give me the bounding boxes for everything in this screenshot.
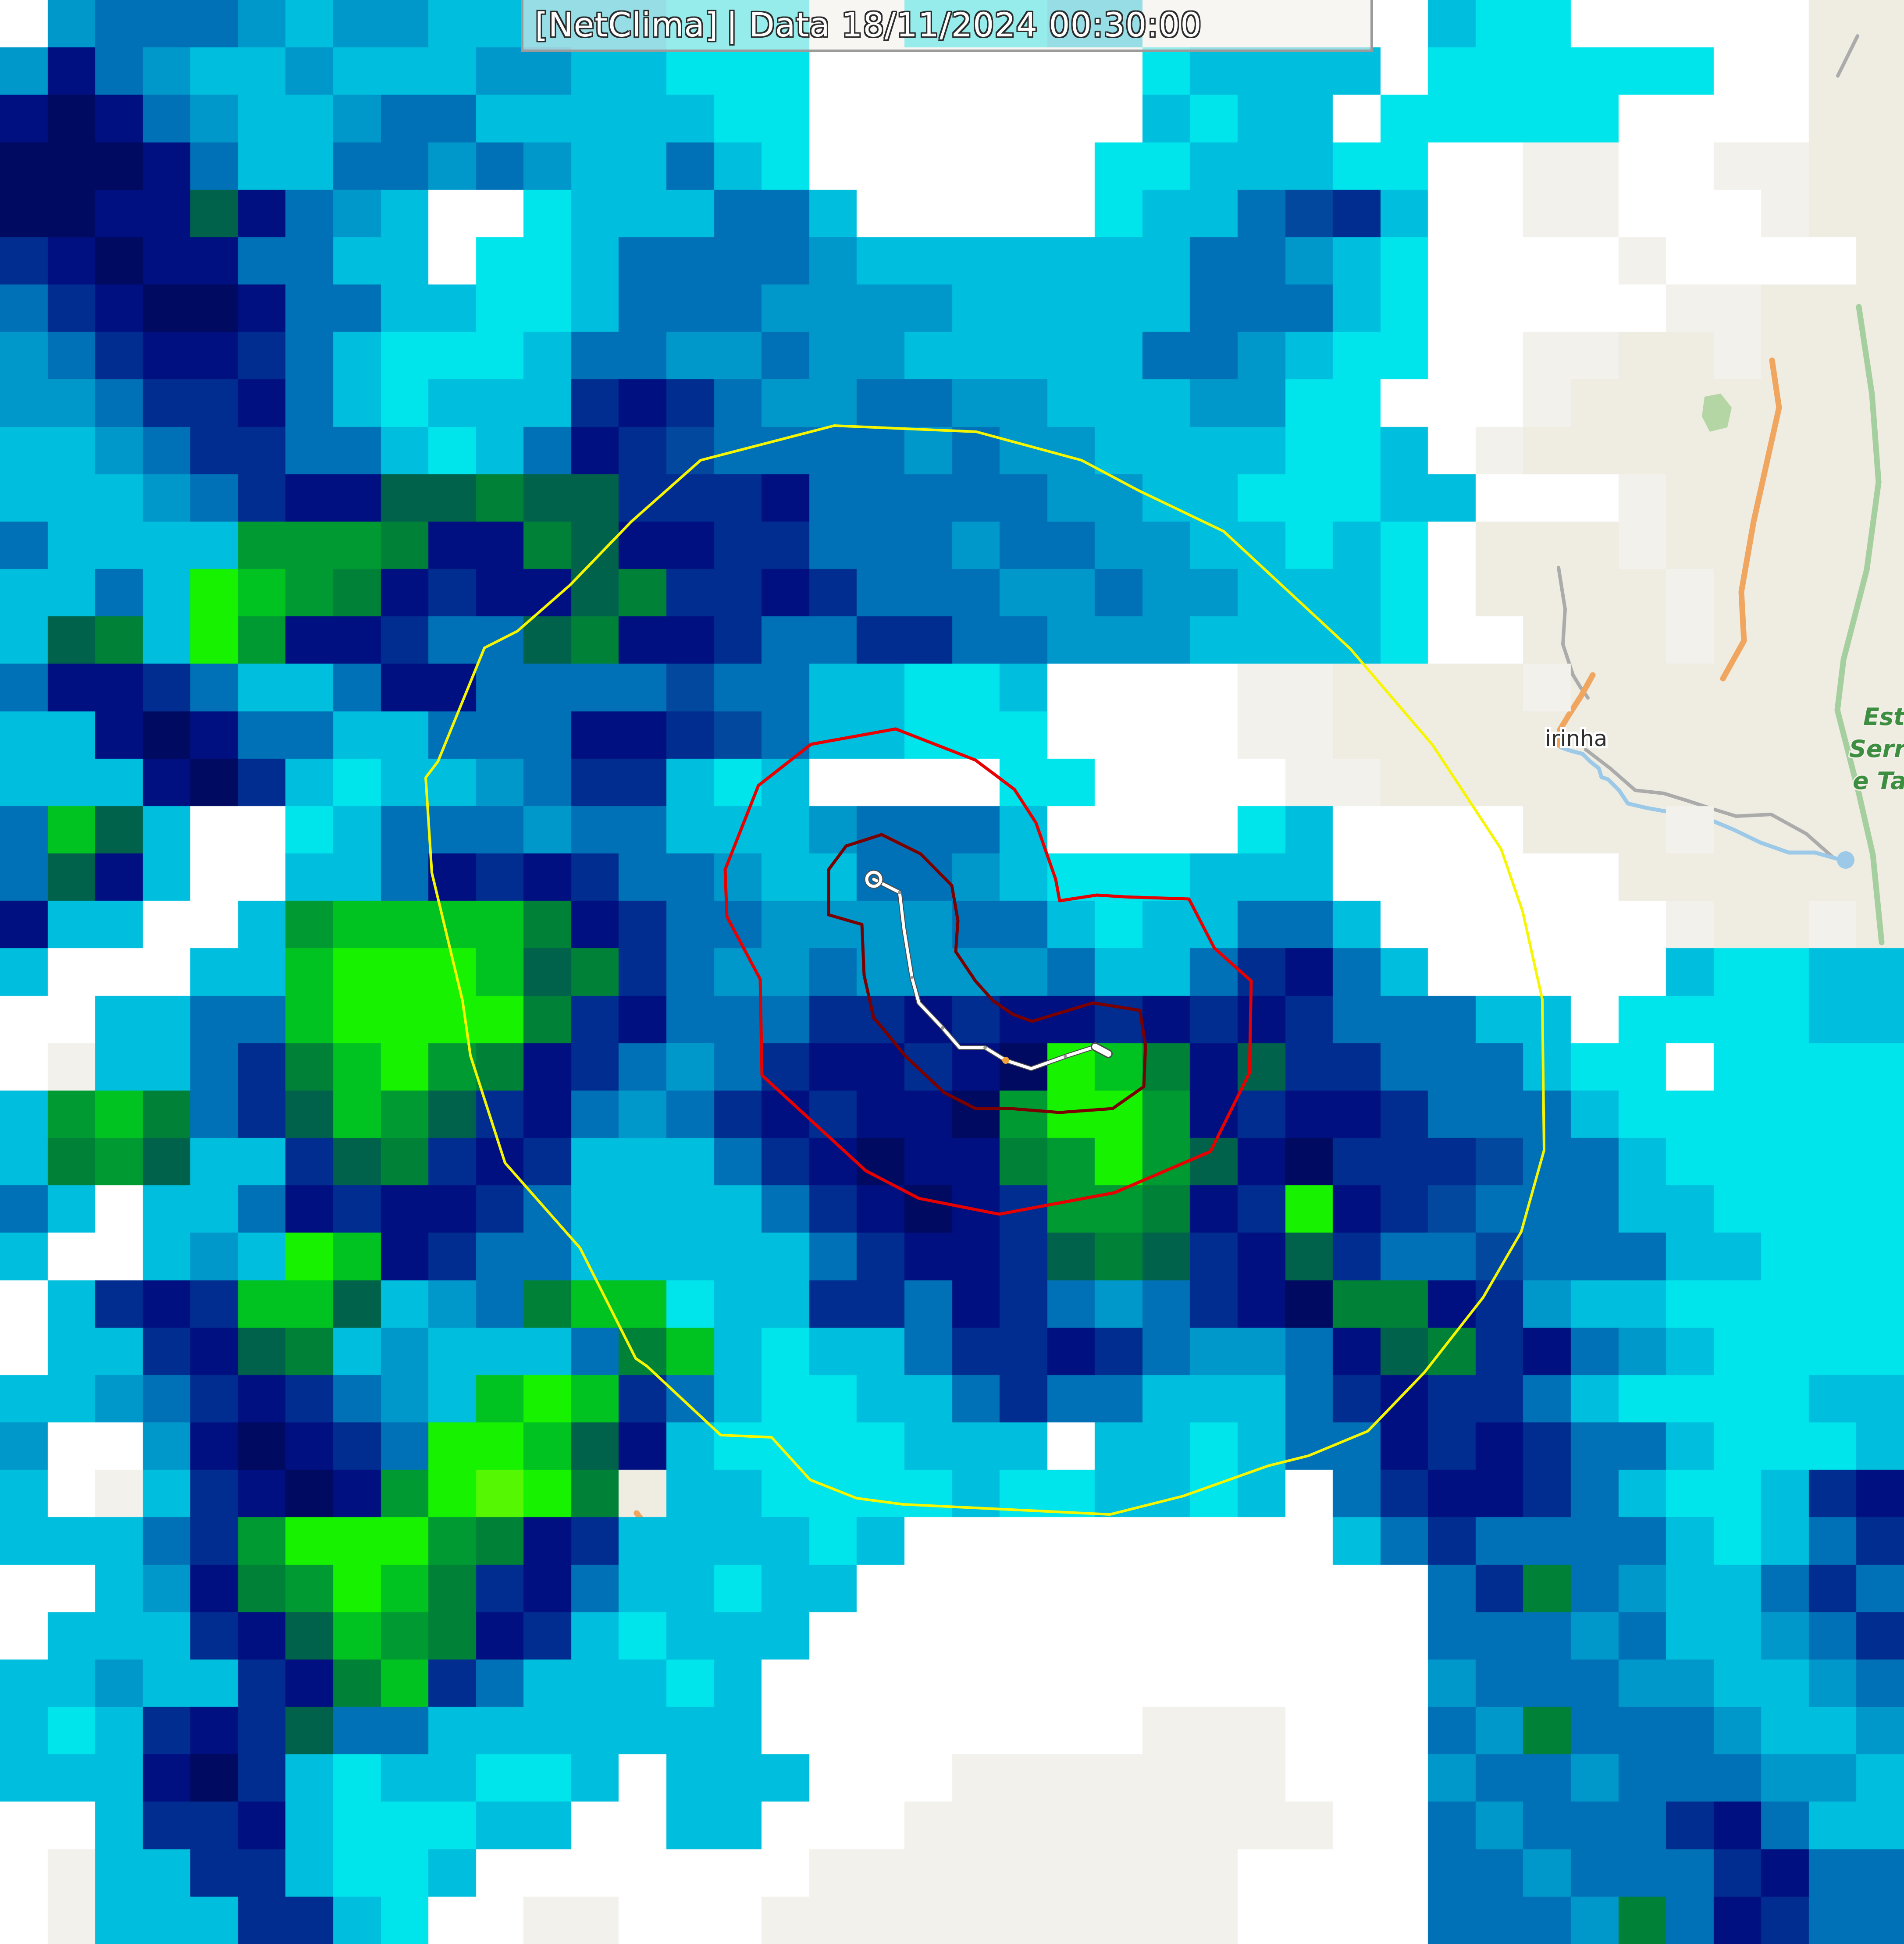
storm-track xyxy=(864,870,1113,1071)
range-ring xyxy=(424,424,1545,1516)
datetime-label: | Data 18/11/2024 00:30:00 xyxy=(726,5,1202,44)
outer-storm-contour xyxy=(723,727,1253,1216)
app-name-label: [NetClima] xyxy=(535,5,719,44)
title-bar: [NetClima] | Data 18/11/2024 00:30:00 xyxy=(521,0,1373,52)
inner-storm-contour xyxy=(827,833,1147,1114)
